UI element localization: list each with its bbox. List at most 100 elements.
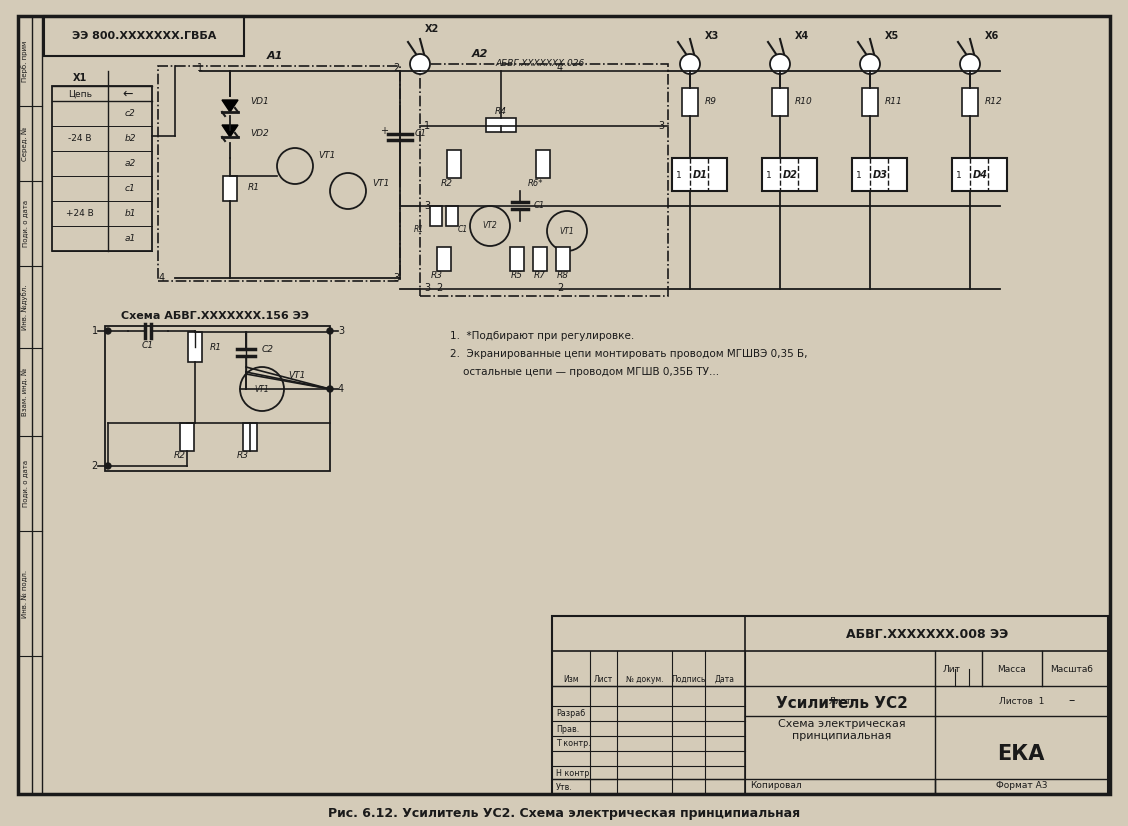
- Text: C1: C1: [534, 202, 545, 211]
- Text: Поди. о дата: Поди. о дата: [23, 200, 28, 247]
- Text: Взам. инд. №: Взам. инд. №: [21, 368, 28, 416]
- Text: X4: X4: [795, 31, 809, 41]
- Text: 3: 3: [658, 121, 664, 131]
- Text: Поди. о дата: Поди. о дата: [23, 460, 28, 507]
- Text: R12: R12: [985, 97, 1003, 107]
- Bar: [188, 332, 202, 362]
- Text: A2: A2: [472, 49, 488, 59]
- Text: 1: 1: [856, 170, 862, 179]
- Text: АБВГ.XXXXXXX.008 ЭЭ: АБВГ.XXXXXXX.008 ЭЭ: [846, 628, 1008, 640]
- Text: R1: R1: [414, 225, 424, 235]
- Text: VT1: VT1: [255, 384, 270, 393]
- Text: 4: 4: [338, 384, 344, 394]
- Polygon shape: [222, 125, 238, 137]
- Text: D1: D1: [693, 170, 707, 180]
- Text: R7: R7: [534, 272, 546, 281]
- Text: D2: D2: [783, 170, 797, 180]
- Text: остальные цепи — проводом МГШВ 0,35Б ТУ...: остальные цепи — проводом МГШВ 0,35Б ТУ.…: [450, 367, 720, 377]
- Bar: [556, 247, 570, 271]
- Text: Изм: Изм: [563, 675, 579, 683]
- Text: c2: c2: [124, 109, 135, 118]
- Text: Н контр.: Н контр.: [556, 770, 592, 778]
- Bar: [552, 616, 1108, 794]
- Circle shape: [770, 54, 790, 74]
- Text: +24 B: +24 B: [67, 209, 94, 218]
- Text: VT1: VT1: [318, 151, 335, 160]
- Circle shape: [409, 54, 430, 74]
- Text: C1: C1: [142, 341, 155, 350]
- Text: VT1: VT1: [559, 226, 574, 235]
- Text: Рис. 6.12. Усилитель УС2. Схема электрическая принципиальная: Рис. 6.12. Усилитель УС2. Схема электрич…: [328, 806, 800, 819]
- Text: R10: R10: [795, 97, 813, 107]
- Text: Масса: Масса: [997, 664, 1026, 673]
- Text: 3: 3: [424, 283, 430, 293]
- Bar: [534, 247, 547, 271]
- Bar: [772, 88, 788, 116]
- Text: 4: 4: [557, 63, 563, 73]
- Text: R5: R5: [511, 272, 523, 281]
- Text: Схема АБВГ.XXXXXXX.156 ЭЭ: Схема АБВГ.XXXXXXX.156 ЭЭ: [121, 311, 309, 321]
- Bar: [105, 326, 331, 471]
- Circle shape: [105, 328, 111, 334]
- Text: Дата: Дата: [715, 675, 735, 683]
- Text: R2: R2: [441, 179, 453, 188]
- Bar: [446, 206, 458, 226]
- Text: 1: 1: [91, 326, 98, 336]
- Bar: [430, 206, 442, 226]
- Text: R3: R3: [431, 272, 443, 281]
- Circle shape: [327, 328, 333, 334]
- Text: D4: D4: [972, 170, 987, 180]
- Text: Лит: Лит: [943, 664, 961, 673]
- Bar: [180, 423, 194, 451]
- Text: Инв. №дубл.: Инв. №дубл.: [21, 284, 28, 330]
- Bar: [52, 86, 152, 251]
- Text: R1: R1: [248, 183, 259, 192]
- Text: R6*: R6*: [528, 179, 544, 188]
- Bar: [243, 423, 257, 451]
- Text: 3: 3: [393, 273, 399, 283]
- Text: 2: 2: [557, 283, 563, 293]
- Text: Перб. прим: Перб. прим: [21, 40, 28, 82]
- Bar: [862, 88, 878, 116]
- Bar: [44, 16, 244, 56]
- Text: 1: 1: [197, 63, 203, 73]
- Text: C2: C2: [262, 344, 274, 354]
- Text: VT2: VT2: [483, 221, 497, 230]
- Text: b2: b2: [124, 134, 135, 143]
- Bar: [223, 176, 237, 201]
- Text: VT1: VT1: [372, 179, 389, 188]
- Text: Формат А3: Формат А3: [996, 781, 1048, 790]
- Text: A1: A1: [267, 51, 283, 61]
- Text: Лист: Лист: [828, 696, 852, 705]
- Text: 4: 4: [159, 273, 165, 283]
- Text: R9: R9: [705, 97, 717, 107]
- Text: 2.  Экранированные цепи монтировать проводом МГШВЭ 0,35 Б,: 2. Экранированные цепи монтировать прово…: [450, 349, 808, 359]
- Text: R3: R3: [237, 452, 249, 461]
- Bar: [510, 247, 525, 271]
- Text: X1: X1: [73, 73, 87, 83]
- Text: X2: X2: [425, 24, 439, 34]
- Text: АБВГ.XXXXXXX.026: АБВГ.XXXXXXX.026: [495, 59, 584, 69]
- Circle shape: [860, 54, 880, 74]
- Bar: [486, 118, 515, 132]
- Text: R2: R2: [174, 452, 186, 461]
- Text: 2: 2: [393, 63, 399, 73]
- Text: Схема электрическая
принципиальная: Схема электрическая принципиальная: [778, 719, 906, 741]
- Text: Инв. № подл.: Инв. № подл.: [21, 569, 28, 618]
- Text: X3: X3: [705, 31, 720, 41]
- Text: Усилитель УС2: Усилитель УС2: [776, 696, 908, 711]
- Text: VT1: VT1: [288, 372, 306, 381]
- Text: R4: R4: [495, 107, 506, 116]
- Text: 3: 3: [338, 326, 344, 336]
- Text: 2: 2: [437, 283, 442, 293]
- Text: -24 B: -24 B: [69, 134, 91, 143]
- Text: 1.  *Подбирают при регулировке.: 1. *Подбирают при регулировке.: [450, 331, 634, 341]
- Text: ←: ←: [123, 88, 133, 101]
- Text: Лист: Лист: [593, 675, 614, 683]
- Text: –: –: [1069, 695, 1075, 708]
- Bar: [447, 150, 461, 178]
- Text: D3: D3: [873, 170, 888, 180]
- Text: 1: 1: [766, 170, 772, 179]
- Text: R11: R11: [885, 97, 902, 107]
- Bar: [672, 158, 728, 191]
